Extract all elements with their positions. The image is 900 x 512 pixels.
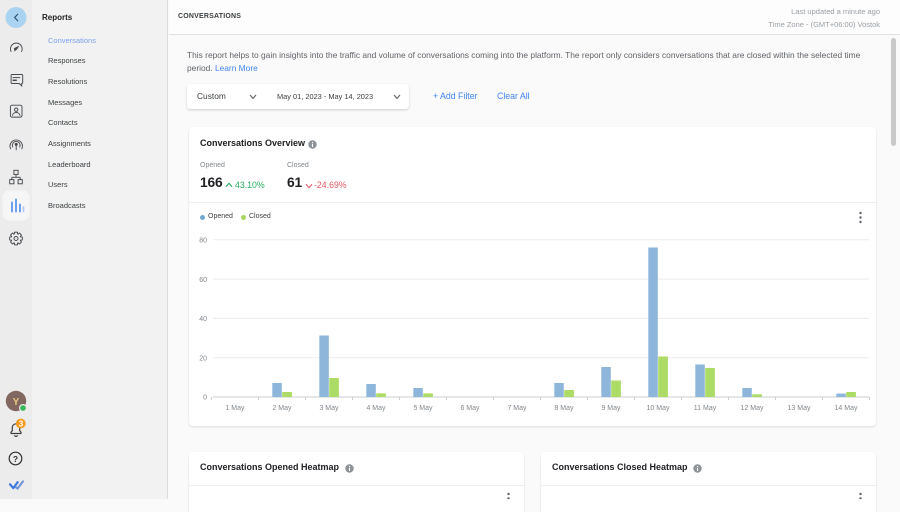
- svg-text:20: 20: [199, 355, 207, 362]
- svg-text:12 May: 12 May: [741, 405, 764, 412]
- svg-text:14 May: 14 May: [835, 405, 858, 412]
- svg-text:80: 80: [199, 238, 207, 245]
- svg-text:10 May: 10 May: [647, 405, 670, 412]
- svg-text:1 May: 1 May: [225, 405, 245, 412]
- svg-text:2 May: 2 May: [272, 405, 292, 412]
- svg-text:Y: Y: [13, 397, 20, 408]
- svg-text:3: 3: [19, 419, 24, 428]
- svg-text:0: 0: [203, 395, 207, 402]
- svg-text:13 May: 13 May: [788, 405, 811, 412]
- svg-text:60: 60: [199, 277, 207, 284]
- svg-text:4 May: 4 May: [366, 405, 386, 412]
- svg-text:5 May: 5 May: [413, 405, 433, 412]
- svg-text:?: ?: [13, 454, 18, 464]
- svg-text:11 May: 11 May: [694, 405, 717, 412]
- svg-text:7 May: 7 May: [507, 405, 527, 412]
- svg-text:40: 40: [199, 316, 207, 323]
- svg-text:6 May: 6 May: [460, 405, 480, 412]
- svg-text:9 May: 9 May: [601, 405, 621, 412]
- svg-text:8 May: 8 May: [554, 405, 574, 412]
- svg-text:3 May: 3 May: [319, 405, 339, 412]
